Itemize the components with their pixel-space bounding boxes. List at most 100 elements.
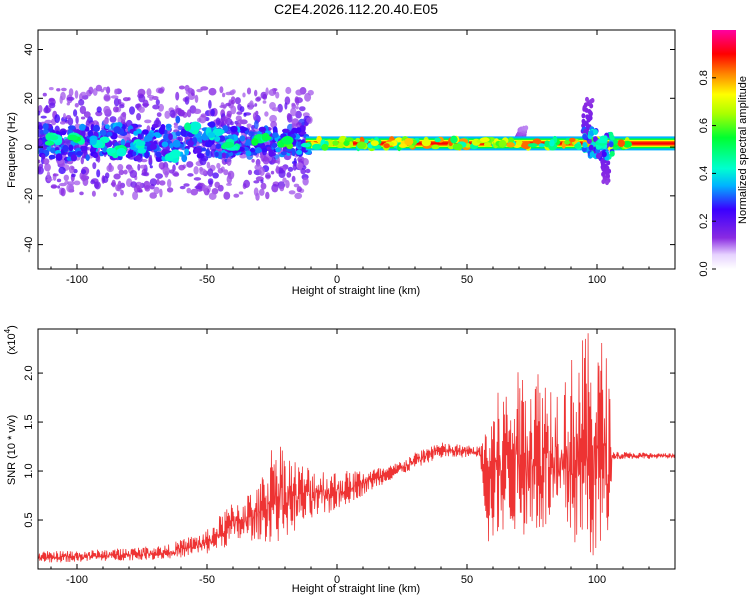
spectrogram-x-label: Height of straight line (km)	[292, 285, 420, 297]
spectrogram-core	[120, 138, 126, 147]
spectrogram-spike	[524, 125, 529, 131]
spectrogram-core	[133, 130, 139, 136]
spectrogram-speckle	[208, 87, 217, 96]
spectrogram-speckle	[123, 169, 128, 175]
spectrogram-speckle	[142, 99, 149, 108]
spectrogram-speckle	[299, 106, 306, 112]
spectrogram-core	[113, 126, 121, 134]
spectrogram-speckle	[254, 89, 258, 97]
spectrogram-speckle	[279, 186, 285, 192]
bright-patch	[49, 135, 59, 141]
spectrogram-speckle	[59, 121, 66, 125]
band-texture	[617, 139, 625, 147]
spectrogram-speckle	[285, 86, 292, 95]
spectrogram-speckle	[253, 187, 259, 197]
spectrogram-speckle	[225, 102, 232, 107]
spectrogram-core	[43, 129, 49, 135]
spectrogram-speckle	[129, 106, 135, 115]
band-disturbance	[609, 150, 615, 157]
spectrogram-speckle	[110, 95, 119, 99]
spectrogram-speckle	[63, 138, 72, 148]
y-tick-label: -40	[23, 237, 35, 253]
spectrogram-speckle	[109, 116, 117, 123]
spectrogram-core	[153, 132, 161, 137]
spectrogram-speckle	[285, 180, 290, 189]
spectrogram-core	[245, 139, 252, 147]
spectrogram-speckle	[115, 184, 120, 192]
spectrogram-speckle	[246, 87, 252, 95]
spectrogram-core	[67, 125, 76, 130]
spectrogram-speckle	[156, 178, 160, 186]
spectrogram-speckle	[293, 183, 300, 188]
x-tick-label: 50	[461, 274, 473, 286]
band-texture	[564, 140, 571, 145]
spectrogram-speckle	[236, 111, 243, 115]
colorbar-label: Normalized spectral amplitude	[737, 76, 749, 224]
spectrogram-speckle	[159, 188, 163, 198]
spectrogram-speckle	[137, 88, 146, 97]
snr-x-tick-label: 50	[461, 574, 473, 586]
spectrogram-speckle	[136, 113, 142, 121]
spectrogram-speckle	[82, 177, 89, 186]
spectrogram-speckle	[277, 167, 284, 174]
spectrogram-speckle	[178, 164, 186, 171]
spectrogram-core	[275, 147, 281, 153]
band-texture	[431, 144, 440, 150]
spectrogram-speckle	[40, 115, 47, 119]
spectrogram-core	[106, 131, 113, 137]
snr-frame	[37, 328, 676, 570]
spectrogram-speckle	[68, 88, 74, 97]
bright-patch	[597, 138, 608, 144]
spectrogram-speckle	[149, 178, 158, 187]
snr-y-tick-label: 1.0	[23, 463, 35, 478]
spectrogram-speckle	[253, 180, 260, 184]
spectrogram-core	[161, 141, 169, 148]
spectrogram-speckle	[217, 168, 224, 174]
spectrogram-speckle	[287, 166, 294, 172]
spectrogram-speckle	[173, 172, 180, 177]
spectrogram-speckle	[208, 192, 217, 200]
band-texture	[574, 143, 582, 149]
spectrogram-speckle	[231, 89, 236, 94]
spectrogram-core	[175, 131, 182, 137]
spectrogram-speckle	[206, 161, 211, 169]
spectrogram-speckle	[139, 164, 148, 169]
spectrogram-speckle	[226, 110, 232, 118]
spectrogram-speckle	[230, 100, 236, 105]
spectrogram-speckle	[173, 124, 179, 129]
spectrogram-core	[158, 126, 165, 135]
band-texture	[498, 139, 507, 148]
spectrogram-speckle	[238, 191, 244, 195]
spectrogram-speckle	[103, 95, 111, 101]
spectrogram-speckle	[155, 117, 160, 126]
bright-patch	[171, 157, 179, 163]
spectrogram-speckle	[184, 96, 190, 105]
spectrogram-speckle	[226, 175, 232, 184]
y-tick-label: 20	[23, 92, 35, 104]
spectrogram-speckle	[54, 114, 60, 124]
colorbar-scale	[712, 30, 736, 269]
spectrogram-core	[155, 151, 162, 158]
spectrogram-spike	[605, 180, 609, 186]
spectrogram-speckle	[113, 106, 119, 113]
spectrogram-speckle	[302, 177, 309, 186]
spectrogram-core	[196, 153, 205, 159]
spectrogram-speckle	[167, 178, 172, 188]
spectrogram-speckle	[290, 107, 297, 117]
spectrogram-speckle	[102, 175, 109, 183]
spectrogram-core	[295, 127, 302, 134]
spectrogram-speckle	[194, 185, 203, 190]
spectrogram-speckle	[38, 163, 44, 169]
colorbar-tick-label: 0.6	[698, 118, 710, 133]
x-tick-label: 100	[588, 274, 606, 286]
spectrogram-speckle	[164, 110, 171, 119]
spectrogram-speckle	[223, 191, 231, 200]
spectrogram-speckle	[179, 185, 186, 190]
spectrogram-core	[165, 123, 172, 129]
spectrogram-speckle	[202, 185, 208, 193]
band-texture	[516, 139, 523, 146]
band-disturbance	[588, 144, 594, 151]
snr-y-label: SNR (10 * v/v)	[6, 415, 18, 485]
snr-panel: -100 -50 0 50 100 0.5 1.0 1.5 2.0 Height of stra…	[3, 325, 676, 595]
spectrogram-speckle	[186, 109, 192, 118]
